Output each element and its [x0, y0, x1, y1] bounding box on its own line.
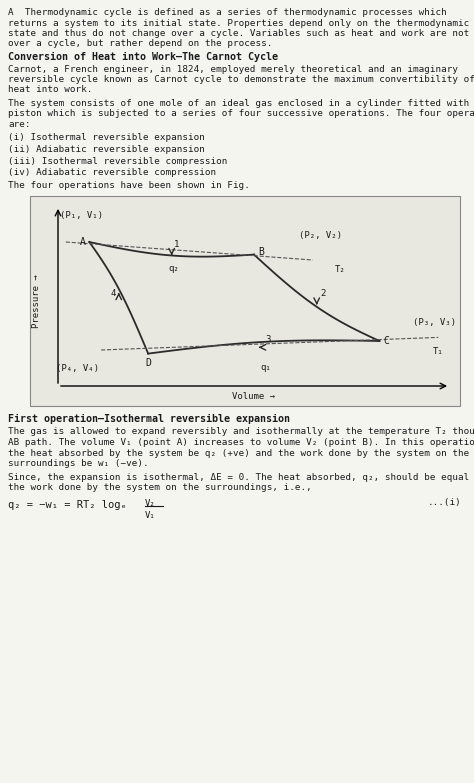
Text: the heat absorbed by the system be q₂ (+ve) and the work done by the system on t: the heat absorbed by the system be q₂ (+… [8, 449, 469, 457]
Text: T₂: T₂ [335, 265, 346, 273]
Text: (P₃, V₃): (P₃, V₃) [413, 318, 456, 327]
Text: The gas is allowed to expand reversibly and isothermally at the temperature T₂ t: The gas is allowed to expand reversibly … [8, 428, 474, 436]
Text: (ii) Adiabatic reversible expansion: (ii) Adiabatic reversible expansion [8, 145, 205, 154]
Text: First operation—Isothermal reversible expansion: First operation—Isothermal reversible ex… [8, 414, 290, 424]
Text: q₂: q₂ [168, 265, 179, 273]
Text: Carnot, a French engineer, in 1824, employed merely theoretical and an imaginary: Carnot, a French engineer, in 1824, empl… [8, 64, 458, 74]
Text: (P₂, V₂): (P₂, V₂) [299, 231, 342, 240]
Text: piston which is subjected to a series of four successive operations. The four op: piston which is subjected to a series of… [8, 110, 474, 118]
Text: (iv) Adiabatic reversible compression: (iv) Adiabatic reversible compression [8, 168, 216, 177]
Text: (P₄, V₄): (P₄, V₄) [56, 364, 99, 373]
Text: (P₁, V₁): (P₁, V₁) [60, 211, 103, 220]
Text: 3: 3 [265, 335, 271, 344]
Text: Pressure →: Pressure → [33, 274, 42, 328]
Text: are:: are: [8, 120, 30, 129]
Text: C: C [383, 336, 389, 346]
Text: Since, the expansion is isothermal, ΔE = 0. The heat absorbed, q₂, should be equ: Since, the expansion is isothermal, ΔE =… [8, 472, 474, 482]
Text: 1: 1 [174, 240, 179, 249]
FancyBboxPatch shape [30, 196, 460, 406]
Text: q₂ = −w₁ = RT₂ logₑ: q₂ = −w₁ = RT₂ logₑ [8, 500, 127, 510]
Text: B: B [258, 247, 264, 257]
Text: over a cycle, but rather depend on the process.: over a cycle, but rather depend on the p… [8, 39, 273, 49]
Text: ...(i): ...(i) [428, 498, 462, 507]
Text: D: D [145, 358, 151, 367]
Text: q₁: q₁ [260, 363, 271, 372]
Text: V₁: V₁ [145, 511, 156, 520]
Text: V₂: V₂ [145, 500, 156, 508]
Text: heat into work.: heat into work. [8, 85, 92, 95]
Text: state and thus do not change over a cycle. Variables such as heat and work are n: state and thus do not change over a cycl… [8, 29, 474, 38]
Text: the work done by the system on the surroundings, i.e.,: the work done by the system on the surro… [8, 483, 312, 492]
Text: reversible cycle known as Carnot cycle to demonstrate the maximum convertibility: reversible cycle known as Carnot cycle t… [8, 75, 474, 84]
Text: (i) Isothermal reversible expansion: (i) Isothermal reversible expansion [8, 133, 205, 143]
Text: surroundings be w₁ (−ve).: surroundings be w₁ (−ve). [8, 459, 149, 468]
Text: The four operations have been shown in Fig.: The four operations have been shown in F… [8, 182, 250, 190]
Text: Conversion of Heat into Work—The Carnot Cycle: Conversion of Heat into Work—The Carnot … [8, 52, 278, 62]
Text: The system consists of one mole of an ideal gas enclosed in a cylinder fitted wi: The system consists of one mole of an id… [8, 99, 474, 108]
Text: T₁: T₁ [433, 348, 444, 356]
Text: Volume →: Volume → [233, 392, 275, 401]
Text: 2: 2 [320, 289, 326, 298]
Text: (iii) Isothermal reversible compression: (iii) Isothermal reversible compression [8, 157, 228, 165]
Text: AB path. The volume V₁ (point A) increases to volume V₂ (point B). In this opera: AB path. The volume V₁ (point A) increas… [8, 438, 474, 447]
Text: returns a system to its initial state. Properties depend only on the thermodynam: returns a system to its initial state. P… [8, 19, 469, 27]
Text: A  Thermodynamic cycle is defined as a series of thermodynamic processes which: A Thermodynamic cycle is defined as a se… [8, 8, 447, 17]
Text: A: A [80, 237, 85, 247]
Text: 4: 4 [110, 289, 116, 298]
